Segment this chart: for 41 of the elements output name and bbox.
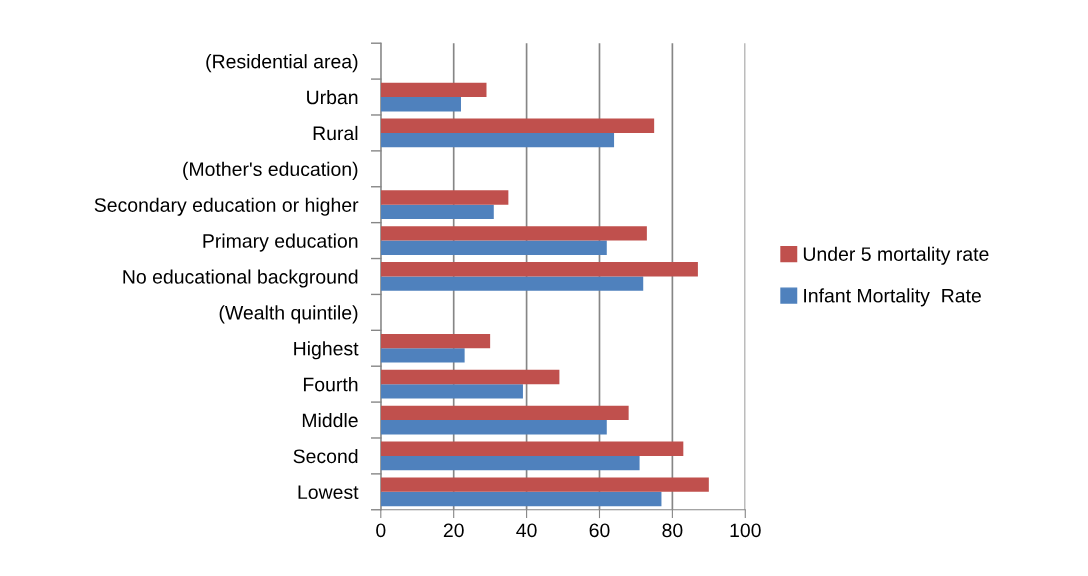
legend-label: Under 5 mortality rate xyxy=(803,246,989,265)
bar xyxy=(380,491,662,507)
bar xyxy=(380,226,647,241)
y-tick-label: Highest xyxy=(294,341,359,360)
y-tick-label: Second xyxy=(293,448,358,464)
y-tick-label: (Wealth quintile) xyxy=(219,305,358,324)
y-tick-label: Fourth xyxy=(303,377,358,392)
bar xyxy=(380,441,684,456)
x-tick-label: 40 xyxy=(516,523,537,538)
bar xyxy=(380,420,607,435)
bar xyxy=(380,333,491,349)
bar xyxy=(380,477,709,492)
y-tick-label: No educational background xyxy=(123,269,358,288)
y-tick-label: (Mother's education) xyxy=(183,161,358,180)
bar xyxy=(380,384,523,399)
bar xyxy=(380,204,494,220)
y-tick-label: Urban xyxy=(307,89,358,105)
bar xyxy=(380,132,615,148)
y-tick-label: Lowest xyxy=(298,485,359,500)
bar xyxy=(380,276,644,291)
bar xyxy=(380,405,629,421)
x-tick-label: 20 xyxy=(443,523,464,538)
x-tick-label: 80 xyxy=(662,523,683,538)
bar xyxy=(380,190,509,205)
bar xyxy=(380,369,560,385)
bar xyxy=(380,118,655,133)
legend-label: Infant Mortality Rate xyxy=(804,288,981,307)
x-tick-label: 0 xyxy=(376,523,386,538)
bar xyxy=(380,82,487,98)
bar xyxy=(380,348,465,363)
bar xyxy=(380,455,640,471)
x-tick-label: 100 xyxy=(730,523,761,538)
y-tick-label: Middle xyxy=(302,412,358,428)
y-tick-label: (Residential area) xyxy=(206,54,358,73)
y-tick-label: Secondary education or higher xyxy=(94,197,359,216)
bar xyxy=(380,240,607,255)
bar xyxy=(380,97,461,112)
y-tick-label: Rural xyxy=(313,125,358,141)
bar xyxy=(380,262,698,277)
x-tick-label: 60 xyxy=(589,523,610,538)
y-tick-label: Primary education xyxy=(203,233,358,252)
